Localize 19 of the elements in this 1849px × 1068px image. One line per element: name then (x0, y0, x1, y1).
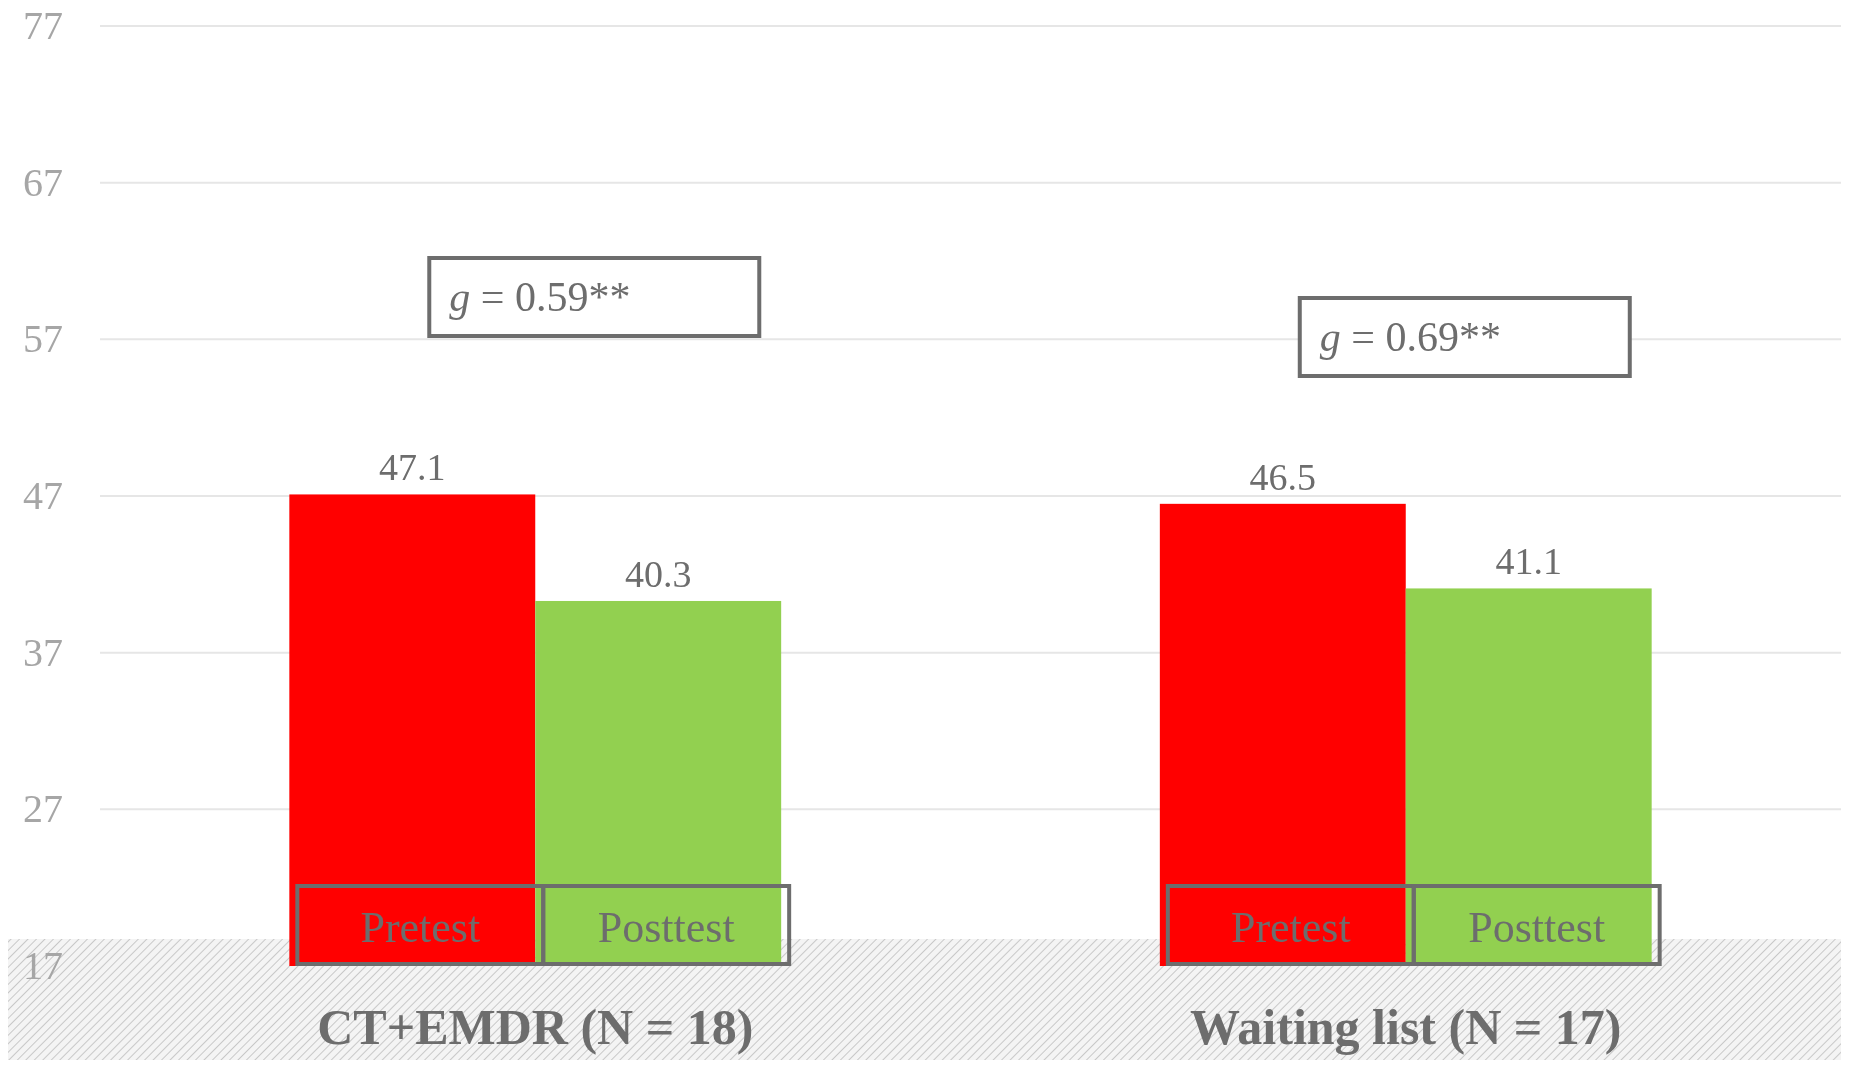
y-tick-label: 17 (23, 943, 63, 988)
y-tick-label: 67 (23, 159, 63, 205)
y-tick-label: 47 (23, 473, 63, 518)
data-label: 40.3 (624, 552, 692, 595)
series-label: Posttest (597, 903, 735, 952)
data-label: 46.5 (1249, 455, 1317, 498)
x-tick-label: CT+EMDR (N = 18) (317, 999, 754, 1055)
annotation: g = 0.59** (449, 274, 631, 320)
y-tick-label: 77 (23, 3, 63, 48)
y-tick-label: 57 (23, 316, 63, 362)
y-tick-label: 37 (23, 629, 63, 675)
y-tick-label: 27 (23, 786, 63, 832)
text: Posttest (1468, 903, 1606, 952)
series-label: Pretest (360, 903, 481, 952)
data-label: 47.1 (379, 446, 446, 489)
text: Pretest (1230, 903, 1351, 952)
x-tick-label: Waiting list (N = 17) (1190, 999, 1622, 1055)
annotation: g = 0.69** (1319, 314, 1501, 360)
data-label: 41.1 (1495, 540, 1562, 583)
